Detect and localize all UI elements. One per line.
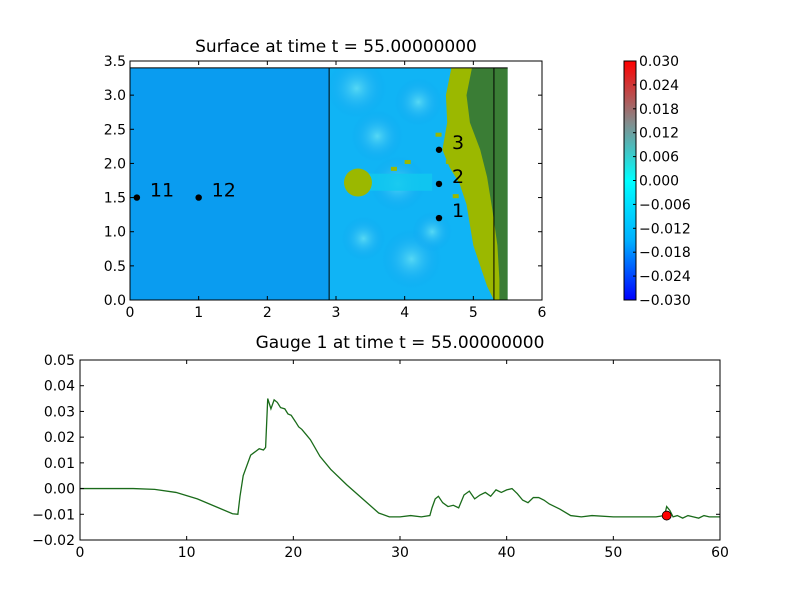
colorbar-tick-label: −0.018	[639, 245, 691, 261]
gauge-dot-11	[133, 194, 141, 201]
surface-x-tick-label: 4	[400, 305, 409, 321]
surface-title: Surface at time t = 55.00000000	[195, 37, 477, 57]
gauge-y-tick-label: 0.02	[44, 430, 75, 446]
gauge-y-tick-label: 0.00	[44, 482, 75, 498]
surface-x-tick-label: 0	[126, 305, 135, 321]
surface-x-tick-label: 1	[194, 305, 203, 321]
gauge-x-tick-label: 40	[498, 545, 516, 561]
gauge-label-11: 11	[150, 180, 174, 202]
gauge-y-tick-label: 0.03	[44, 404, 75, 420]
shallow-channel	[360, 173, 433, 191]
colorbar-tick-label: −0.012	[639, 221, 691, 237]
gauge-dot-3	[435, 146, 443, 153]
land-patch	[390, 166, 397, 171]
colorbar-tick-label: 0.024	[639, 78, 679, 94]
surface-y-tick-label: 0.0	[104, 293, 126, 309]
surface-y-tick-label: 2.5	[104, 122, 126, 138]
gauge-x-ticks: 0 10 20 30 40 50 60	[76, 360, 729, 561]
surface-y-tick-label: 3.5	[104, 54, 126, 70]
surface-x-tick-label: 6	[538, 305, 547, 321]
gauge-y-tick-label: 0.04	[44, 379, 75, 395]
gauge-series-line	[80, 398, 720, 519]
gauge-title: Gauge 1 at time t = 55.00000000	[256, 333, 545, 353]
surface-field	[130, 67, 508, 300]
wave-ripple	[326, 67, 387, 119]
surface-y-tick-label: 3.0	[104, 88, 126, 104]
colorbar-tick-label: 0.000	[639, 174, 679, 190]
surface-x-tick-label: 3	[332, 305, 341, 321]
gauge-y-tick-label: 0.01	[44, 456, 75, 472]
gauge-dot-12	[195, 194, 202, 201]
surface-x-tick-label: 2	[263, 305, 272, 321]
colorbar-tick-label: 0.012	[639, 126, 679, 142]
colorbar-tick-label: 0.030	[639, 54, 679, 70]
wave-ripple	[351, 110, 404, 163]
land-patch	[445, 160, 452, 165]
gauge-dot-2	[435, 180, 443, 188]
gauge-label-12: 12	[212, 180, 236, 202]
gauge-label-2: 2	[452, 166, 464, 188]
land-patch	[435, 132, 442, 137]
colorbar-tick-label: −0.024	[639, 269, 691, 285]
gauge-dot-1	[435, 214, 443, 222]
current-time-marker	[661, 510, 672, 521]
gauge-x-tick-label: 10	[178, 545, 196, 561]
high-land	[466, 67, 508, 300]
colorbar-ticks: 0.030 0.024 0.018 0.012 0.006 0.000 −0.006 −0.0…	[633, 54, 691, 309]
gauge-panel: Gauge 1 at time t = 55.00000000 0 10 20 30 4…	[32, 333, 729, 561]
gauge-label-1: 1	[452, 200, 464, 222]
surface-y-tick-label: 1.0	[104, 225, 126, 241]
wave-ripple	[394, 77, 443, 126]
gauge-label-3: 3	[452, 132, 464, 154]
surface-x-tick-label: 5	[469, 305, 478, 321]
colorbar-tick-label: −0.006	[639, 197, 691, 213]
gauge-x-tick-label: 20	[284, 545, 302, 561]
surface-y-tick-label: 2.0	[104, 156, 126, 172]
wave-ripple	[341, 216, 386, 261]
gauge-y-tick-label: −0.02	[32, 533, 75, 549]
gauge-x-tick-label: 0	[76, 545, 85, 561]
gauge-x-tick-label: 30	[391, 545, 409, 561]
gauge-y-tick-label: −0.01	[32, 507, 75, 523]
gauge-axes-background	[80, 360, 720, 540]
surface-y-tick-label: 1.5	[104, 191, 126, 207]
wave-ripple	[412, 211, 453, 252]
colorbar: 0.030 0.024 0.018 0.012 0.006 0.000 −0.006 −0.0…	[623, 54, 691, 309]
gauge-y-tick-label: 0.05	[44, 353, 75, 369]
surface-y-tick-label: 0.5	[104, 259, 126, 275]
colorbar-tick-label: 0.006	[639, 150, 679, 166]
land-patch	[404, 160, 411, 165]
land-patch	[452, 194, 459, 199]
island	[343, 168, 372, 197]
surface-y-ticks: 0.0 0.5 1.0 1.5 2.0 2.5 3.0 3.5	[104, 54, 542, 309]
surface-vertical-lines	[130, 67, 508, 300]
surface-panel: Surface at time t = 55.00000000 11 12123 …	[104, 37, 547, 321]
gauge-x-tick-label: 50	[604, 545, 622, 561]
colorbar-tick-label: 0.018	[639, 102, 679, 118]
gauge-x-tick-label: 60	[711, 545, 729, 561]
colorbar-tick-label: −0.030	[639, 293, 691, 309]
gauge-y-ticks: −0.02 −0.01 0.00 0.01 0.02 0.03 0.04 0.05	[32, 353, 720, 549]
